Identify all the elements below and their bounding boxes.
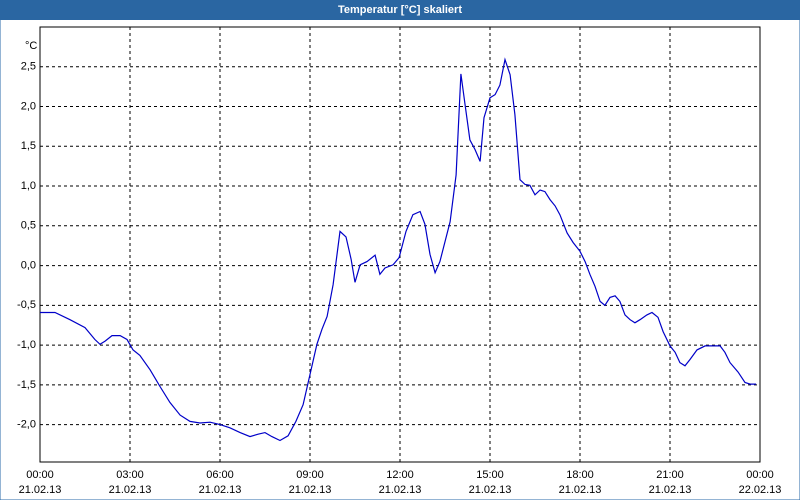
x-tick-date: 21.02.13 bbox=[19, 484, 62, 496]
title-bar bbox=[0, 0, 800, 20]
x-tick-label: 00:00 bbox=[746, 469, 774, 481]
y-tick-label: -2,0 bbox=[17, 419, 36, 431]
y-axis-unit: °C bbox=[25, 40, 37, 52]
y-tick-label: 1,0 bbox=[21, 180, 36, 192]
x-tick-label: 12:00 bbox=[386, 469, 414, 481]
x-tick-label: 09:00 bbox=[296, 469, 324, 481]
x-tick-label: 03:00 bbox=[116, 469, 144, 481]
y-tick-label: -1,0 bbox=[17, 339, 36, 351]
x-tick-label: 15:00 bbox=[476, 469, 504, 481]
y-tick-label: 2,0 bbox=[21, 100, 36, 112]
x-tick-date: 21.02.13 bbox=[469, 484, 512, 496]
x-tick-date: 21.02.13 bbox=[559, 484, 602, 496]
chart-title: Temperatur [°C] skaliert bbox=[338, 4, 462, 16]
x-tick-label: 21:00 bbox=[656, 469, 684, 481]
x-tick-date: 21.02.13 bbox=[199, 484, 242, 496]
y-tick-label: -0,5 bbox=[17, 299, 36, 311]
x-tick-date: 21.02.13 bbox=[649, 484, 692, 496]
y-tick-label: -1,5 bbox=[17, 379, 36, 391]
x-tick-date: 21.02.13 bbox=[289, 484, 332, 496]
y-tick-label: 0,5 bbox=[21, 220, 36, 232]
x-tick-date: 21.02.13 bbox=[379, 484, 422, 496]
x-tick-date: 21.02.13 bbox=[109, 484, 152, 496]
data-line bbox=[40, 57, 757, 442]
x-tick-date: 22.02.13 bbox=[739, 484, 782, 496]
y-tick-label: 0,0 bbox=[21, 259, 36, 271]
x-tick-label: 18:00 bbox=[566, 469, 594, 481]
x-tick-label: 06:00 bbox=[206, 469, 234, 481]
y-tick-label: 2,5 bbox=[21, 61, 36, 73]
y-tick-label: 1,5 bbox=[21, 140, 36, 152]
x-tick-label: 00:00 bbox=[26, 469, 54, 481]
